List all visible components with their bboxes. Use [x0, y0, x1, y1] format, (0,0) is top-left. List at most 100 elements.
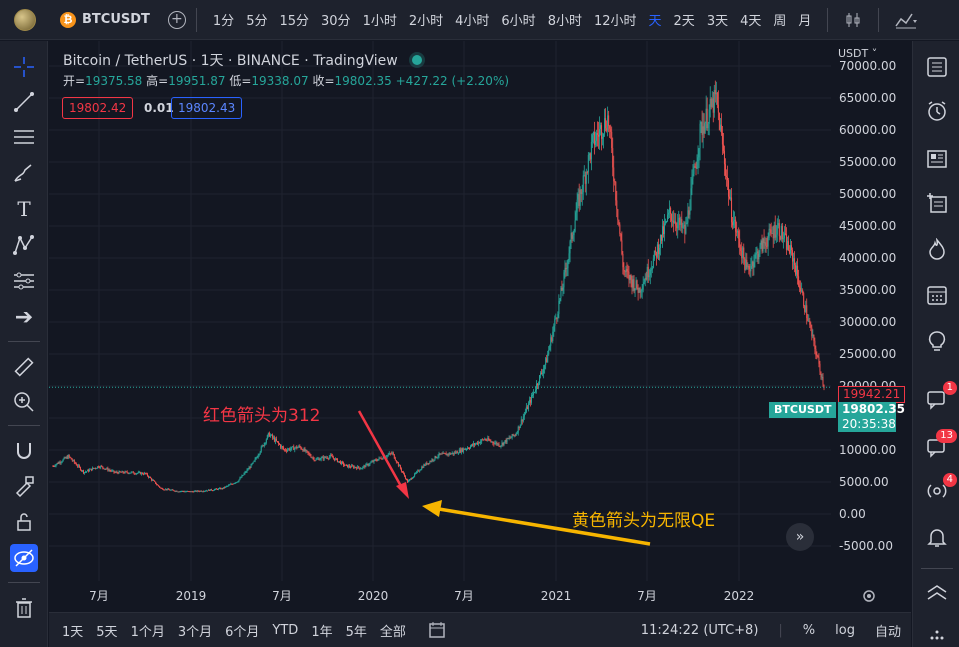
lock-drawing-icon[interactable]	[10, 472, 38, 500]
auto-scale-toggle[interactable]: 自动	[874, 625, 901, 640]
collapse-icon[interactable]	[923, 581, 951, 609]
hide-drawings-icon[interactable]	[10, 544, 38, 572]
candle-body	[616, 200, 618, 210]
price-axis[interactable]: 70000.00 65000.00 60000.00 55000.00 50000.00…	[831, 41, 911, 581]
magnet-icon[interactable]	[10, 437, 38, 465]
range-7[interactable]: 5年	[345, 624, 367, 640]
candle-body	[208, 489, 210, 491]
calendar-icon[interactable]	[923, 281, 951, 309]
candle-body	[758, 253, 760, 260]
arrow-right-icon[interactable]: ➔	[14, 304, 34, 330]
price-chart[interactable]	[49, 41, 831, 581]
hotlist-flame-icon[interactable]	[923, 235, 951, 263]
text-tool-icon[interactable]: T	[17, 197, 31, 221]
candle-body	[761, 240, 763, 252]
crosshair-icon[interactable]	[10, 53, 38, 81]
timeframe-2[interactable]: 15分	[279, 14, 310, 29]
candle-body	[673, 220, 675, 224]
candles-icon[interactable]	[844, 11, 862, 29]
trend-line-icon[interactable]	[10, 88, 38, 116]
user-avatar[interactable]	[14, 8, 36, 31]
candle-body	[633, 279, 635, 291]
ruler-icon[interactable]	[10, 353, 38, 381]
add-list-icon[interactable]	[923, 189, 951, 217]
range-4[interactable]: 6个月	[225, 624, 260, 640]
candle-body	[134, 473, 136, 475]
currency-selector[interactable]: USDT ˅	[838, 47, 878, 60]
candle-body	[60, 462, 62, 464]
range-1[interactable]: 5天	[96, 624, 118, 640]
indicators-icon[interactable]	[895, 11, 918, 29]
alarm-clock-icon[interactable]	[923, 97, 951, 125]
buy-button[interactable]: 19802.43	[171, 97, 243, 119]
candle-body	[599, 129, 601, 137]
trash-icon[interactable]	[10, 594, 38, 622]
range-5[interactable]: YTD	[272, 622, 299, 638]
messages-icon[interactable]: 13	[923, 429, 957, 461]
symbol-search[interactable]: ₿ BTCUSDT	[60, 11, 150, 28]
range-0[interactable]: 1天	[62, 624, 84, 640]
time-axis[interactable]: 7月 2019 7月 2020 7月 2021 7月 2022	[49, 582, 911, 610]
timeframe-15[interactable]: 月	[798, 14, 812, 29]
range-2[interactable]: 1个月	[130, 624, 165, 640]
timeframe-9[interactable]: 12小时	[593, 14, 637, 29]
candle-body	[500, 445, 502, 447]
timeframe-13[interactable]: 4天	[740, 14, 762, 29]
candle-body	[327, 458, 329, 460]
timeframe-14[interactable]: 周	[773, 14, 787, 29]
chart-legend-title[interactable]: Bitcoin / TetherUS · 1天 · BINANCE · Trad…	[63, 50, 422, 70]
candle-body	[482, 439, 484, 441]
candle-body	[722, 144, 724, 151]
timeframe-7[interactable]: 6小时	[501, 14, 536, 29]
brush-icon[interactable]	[10, 159, 38, 187]
timeframe-3[interactable]: 30分	[321, 14, 351, 29]
candle-body	[75, 463, 77, 466]
candle-body	[351, 465, 353, 468]
candle-body	[725, 175, 727, 178]
chat-icon[interactable]: 1	[923, 381, 957, 413]
timeframe-8[interactable]: 8小时	[547, 14, 582, 29]
timeframe-0[interactable]: 1分	[212, 14, 235, 29]
horizontal-lines-icon[interactable]	[10, 123, 38, 151]
candle-body	[812, 334, 814, 337]
timeframe-1[interactable]: 5分	[246, 14, 268, 29]
forecast-icon[interactable]	[10, 267, 38, 295]
candle-body	[581, 192, 583, 195]
news-icon[interactable]	[923, 145, 951, 173]
bell-icon[interactable]	[923, 523, 951, 551]
candle-body	[320, 457, 322, 460]
timeframe-12[interactable]: 3天	[706, 14, 729, 29]
candle-body	[395, 460, 397, 463]
timeframe-4[interactable]: 1小时	[362, 14, 397, 29]
idea-lightbulb-icon[interactable]	[923, 327, 951, 355]
clock-time[interactable]: 11:24:22 (UTC+8)	[640, 623, 759, 638]
zoom-in-icon[interactable]	[10, 388, 38, 416]
candle-body	[421, 467, 423, 470]
range-6[interactable]: 1年	[311, 624, 333, 640]
calendar-range-icon[interactable]	[428, 621, 446, 639]
open-value: 19375.58	[85, 74, 143, 88]
candle-body	[647, 266, 649, 278]
timeframe-6[interactable]: 4小时	[455, 14, 490, 29]
sell-button[interactable]: 19802.42	[62, 97, 134, 119]
dots-grid-icon[interactable]	[923, 621, 951, 647]
lock-icon[interactable]	[10, 508, 38, 536]
scroll-to-realtime-button[interactable]: »	[786, 523, 814, 551]
candle-body	[209, 489, 211, 491]
timeframe-5[interactable]: 2小时	[408, 14, 444, 29]
candle-body	[80, 470, 82, 472]
range-3[interactable]: 3个月	[177, 624, 213, 640]
symbol-name[interactable]: BTCUSDT	[82, 12, 150, 27]
log-toggle[interactable]: log	[835, 623, 855, 638]
candle-body	[582, 175, 584, 193]
percent-toggle[interactable]: %	[802, 623, 816, 638]
drawing-toolbar: T ➔	[0, 41, 48, 647]
candle-body	[234, 482, 236, 484]
compare-symbol-button[interactable]: +	[167, 10, 186, 29]
watchlist-icon[interactable]	[923, 53, 951, 81]
pattern-icon[interactable]	[10, 231, 38, 259]
timeframe-10[interactable]: 天	[648, 14, 662, 29]
range-8[interactable]: 全部	[379, 624, 406, 640]
timeframe-11[interactable]: 2天	[673, 14, 695, 29]
streams-icon[interactable]: 4	[923, 473, 957, 505]
